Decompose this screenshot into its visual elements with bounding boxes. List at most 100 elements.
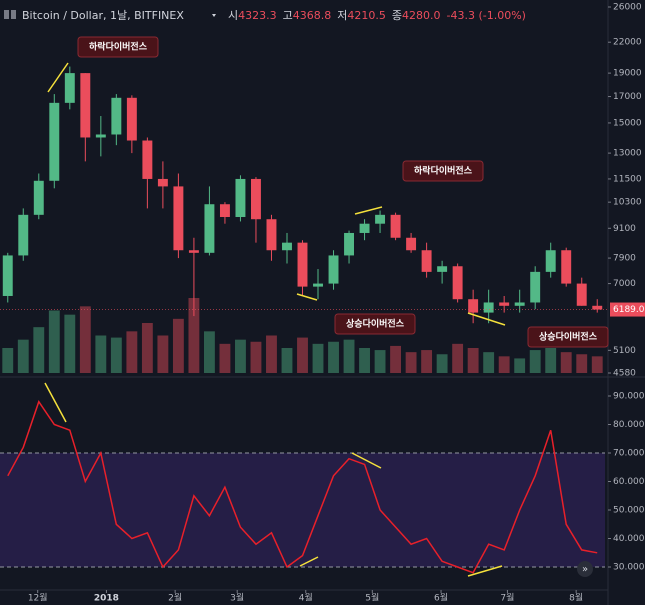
annotation: 상승다이버전스: [346, 318, 405, 330]
annotation-box: [527, 326, 609, 348]
scroll-button-icon[interactable]: »: [582, 564, 588, 575]
candle-body: [561, 250, 572, 284]
candle-body: [545, 250, 556, 272]
candle-body: [344, 232, 355, 256]
y-tick-label: 60.0000: [613, 477, 645, 487]
volume-bar: [126, 331, 138, 373]
volume-bar: [328, 341, 339, 373]
candle-body: [80, 73, 91, 138]
candle-body: [266, 219, 277, 251]
volume-bar: [266, 335, 277, 373]
candle-body: [483, 302, 494, 313]
divergence-line: [351, 452, 382, 469]
candle-body: [437, 266, 448, 272]
x-tick-label: 4월: [299, 592, 313, 604]
last-price-label: 6189.0: [613, 305, 645, 315]
ohlc-label: 종: [392, 9, 402, 22]
ohlc-label: 시: [228, 9, 238, 22]
candle-body: [328, 255, 339, 284]
chart-title[interactable]: Bitcoin / Dollar, 1날, BITFINEX: [22, 9, 184, 22]
volume-bar: [33, 327, 45, 373]
y-tick-label: 90.0000: [613, 392, 645, 402]
y-tick-label: 80.0000: [613, 420, 645, 430]
candle-body: [375, 214, 386, 224]
ohlc-value: 4280.0: [402, 9, 441, 22]
y-tick-label: 26000: [613, 3, 642, 13]
price-pane: 26000 22000 19000 17000 15000 13000 11500 10300…: [0, 3, 645, 379]
volume-bar: [452, 343, 464, 373]
candle-body: [64, 73, 75, 103]
volume-bar: [157, 335, 169, 373]
volume-bar: [390, 345, 402, 373]
volume-bar: [545, 348, 557, 373]
y-tick-label: 4580: [613, 369, 636, 379]
y-tick-label: 17000: [613, 92, 642, 102]
candle-body: [452, 266, 463, 300]
y-tick-label: 40.0000: [613, 534, 645, 544]
divergence-line: [467, 312, 506, 326]
volume-bar: [498, 356, 510, 373]
divergence-line: [47, 62, 69, 93]
volume-bar: [529, 350, 541, 373]
ohlc-header: 시4323.3 고4368.8 저4210.5 종4280.0 -43.3 (-1.00…: [228, 9, 526, 22]
volume-bar: [141, 323, 153, 373]
y-tick-label: 19000: [613, 69, 642, 79]
candle-body: [235, 178, 246, 218]
divergence-line: [299, 556, 319, 567]
volume-bar: [188, 298, 200, 373]
y-tick-label: 11500: [613, 174, 642, 184]
candle-body: [530, 271, 541, 303]
candle-body: [514, 302, 525, 306]
y-tick-label: 13000: [613, 149, 642, 159]
candle-body: [359, 223, 370, 233]
rsi-pane: 90.0000 80.0000 70.0000 60.0000 50.0000 40.00…: [0, 392, 645, 604]
annotation-box: [77, 36, 159, 58]
volume-bar: [250, 341, 262, 373]
ohlc-change: -43.3 (-1.00%): [447, 9, 526, 22]
volume-bar: [17, 339, 29, 373]
x-tick-label: 12월: [28, 592, 48, 604]
candle-body: [173, 186, 184, 251]
dropdown-arrow[interactable]: [212, 14, 216, 17]
candle-body: [390, 214, 401, 238]
annotation: 하락다이버전스: [89, 41, 148, 53]
volume-bar: [374, 350, 386, 373]
y-tick-label: 50.0000: [613, 506, 645, 516]
annotation-box: [334, 313, 416, 335]
volume-bar: [2, 348, 14, 373]
volume-bar: [514, 358, 526, 373]
y-tick-label: 30.0000: [613, 563, 645, 573]
y-tick-label: 15000: [613, 118, 642, 128]
ohlc-value: 4368.8: [293, 9, 332, 22]
volume-bar: [219, 343, 231, 373]
volume-bar: [95, 335, 107, 373]
annotation: 상승다이버전스: [539, 331, 598, 343]
candle-body: [95, 134, 106, 138]
candle-body: [188, 250, 199, 253]
x-tick-label: 6월: [434, 592, 448, 604]
candle-body: [126, 97, 137, 141]
candle-body: [18, 214, 29, 256]
ohlc-label: 고: [283, 9, 293, 22]
scroll-button[interactable]: [577, 561, 593, 577]
candle-body: [576, 283, 587, 306]
rsi-line: [7, 400, 598, 574]
volume-bar: [235, 339, 246, 373]
y-tick-label: 7000: [613, 279, 636, 289]
volume-bar: [483, 352, 495, 373]
volume-bar: [421, 350, 433, 373]
volume-bar: [281, 348, 293, 373]
volume-bar: [48, 310, 60, 373]
annotation-box: [402, 160, 484, 182]
ohlc-label: 저: [337, 9, 347, 22]
candle-body: [204, 204, 215, 253]
divergence-lines: [44, 62, 506, 577]
candle-body: [499, 302, 510, 306]
volume-bar: [172, 318, 184, 373]
divergence-line: [354, 206, 383, 215]
volume-bar: [79, 306, 91, 373]
candle-body: [282, 242, 292, 251]
volume-bar: [405, 352, 417, 373]
x-tick-label: 8월: [569, 592, 583, 604]
